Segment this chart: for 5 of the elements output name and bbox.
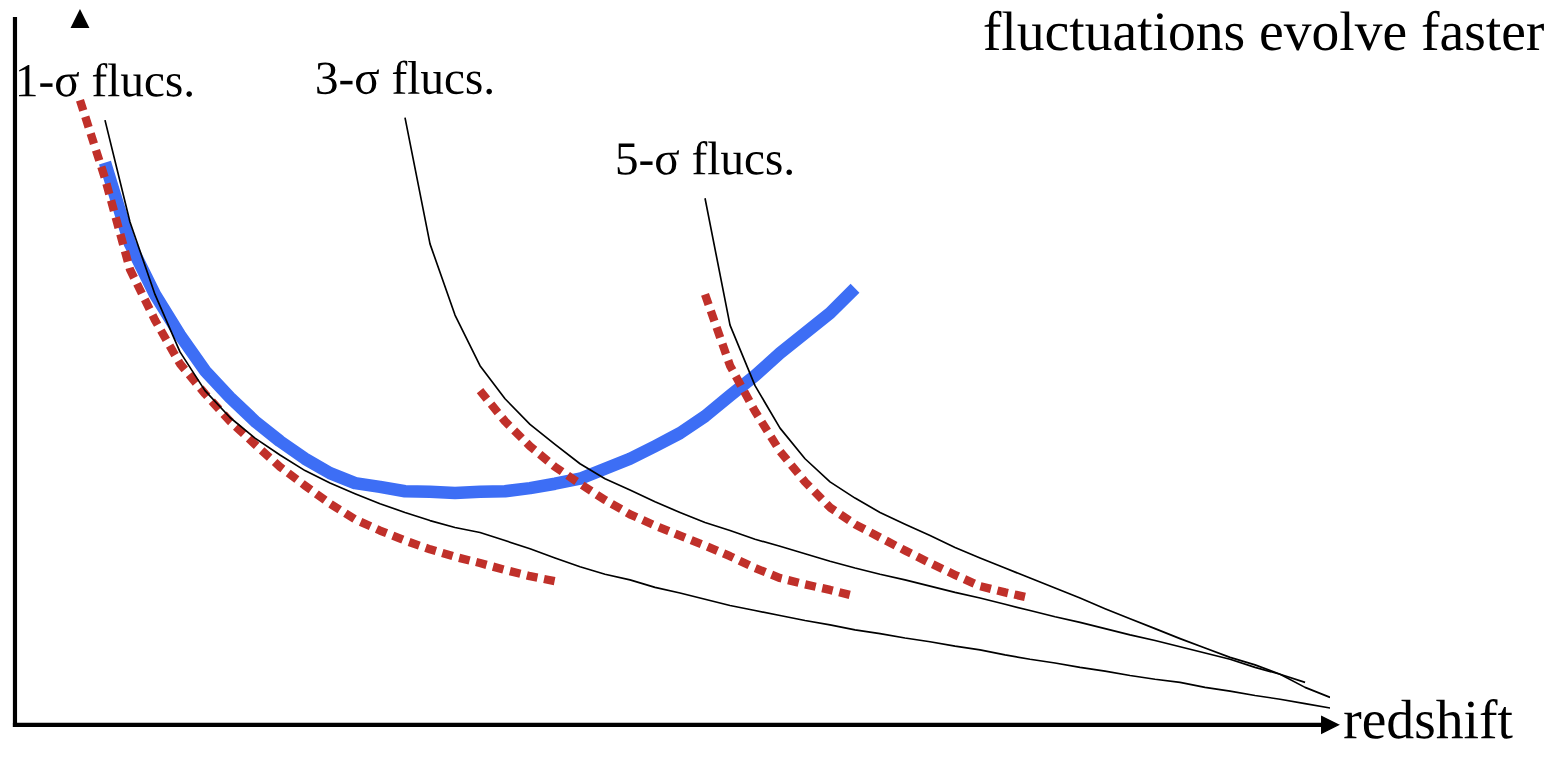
series-label: 3-σ flucs.	[317, 60, 492, 95]
series-label: 5-σ flucs.	[617, 141, 792, 175]
x-axis-title: redshift	[1344, 699, 1513, 739]
chart-title: fluctuations evolve faster	[984, 10, 1544, 51]
legend-label: 1-σ flucs.	[19, 62, 192, 97]
